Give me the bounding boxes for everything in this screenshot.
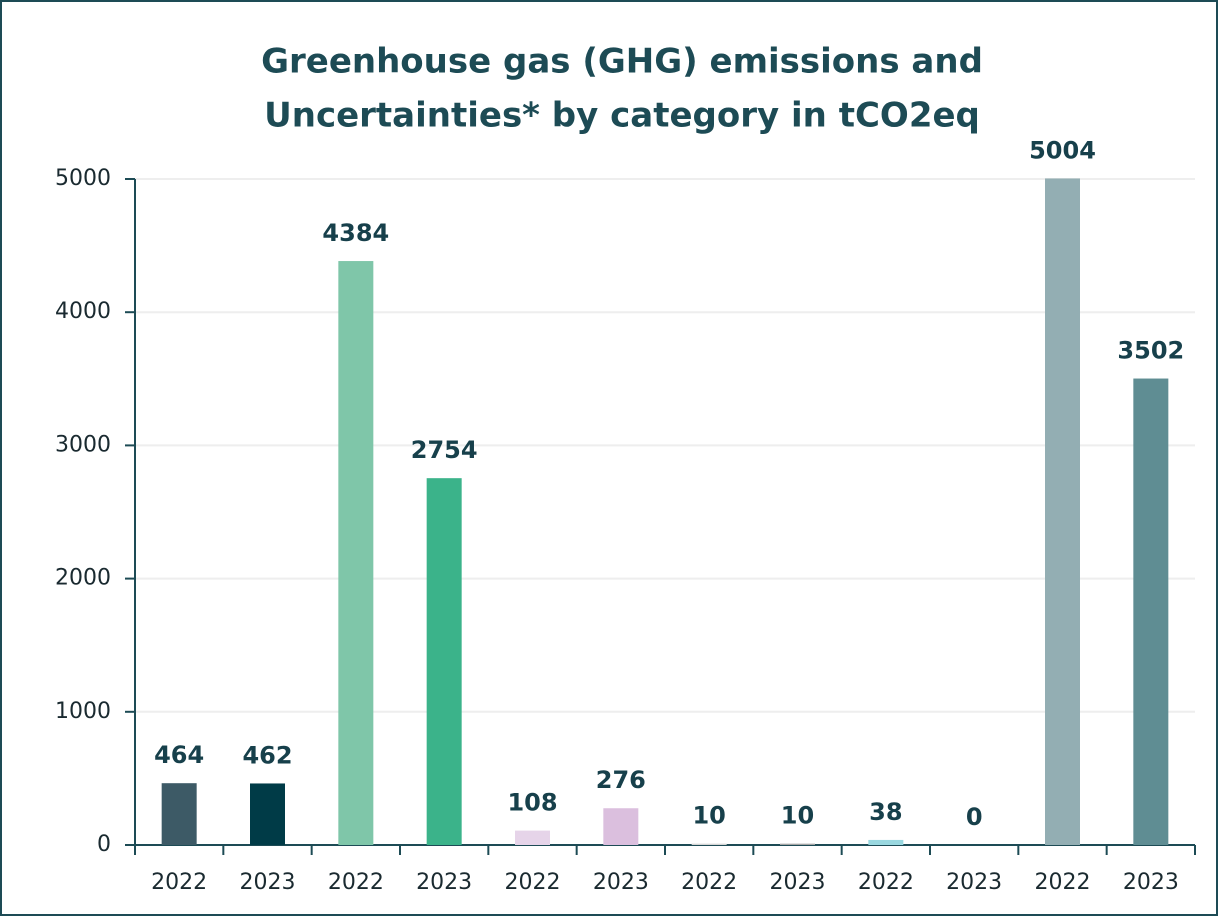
x-tick-label: 2023 bbox=[593, 870, 649, 895]
chart-title: Greenhouse gas (GHG) emissions and bbox=[261, 42, 983, 82]
value-label: 464 bbox=[154, 741, 204, 769]
bar bbox=[515, 830, 550, 845]
value-label: 10 bbox=[692, 802, 725, 830]
y-tick-label: 0 bbox=[97, 832, 111, 857]
y-tick-label: 2000 bbox=[55, 566, 111, 591]
value-label: 3502 bbox=[1117, 337, 1184, 365]
value-label: 5004 bbox=[1029, 136, 1096, 164]
value-label: 462 bbox=[242, 741, 292, 769]
bar bbox=[338, 261, 374, 845]
x-tick-label: 2022 bbox=[151, 870, 207, 895]
x-tick-label: 2023 bbox=[946, 870, 1002, 895]
bar bbox=[1045, 178, 1080, 846]
value-label: 4384 bbox=[322, 219, 389, 247]
bar bbox=[780, 843, 815, 845]
bar bbox=[250, 783, 285, 845]
x-tick-label: 2022 bbox=[858, 870, 914, 895]
bar bbox=[1133, 378, 1169, 845]
chart-title: Uncertainties* by category in tCO2eq bbox=[264, 96, 980, 136]
x-tick-label: 2023 bbox=[416, 870, 472, 895]
x-tick-label: 2022 bbox=[1035, 870, 1091, 895]
bar bbox=[691, 843, 727, 845]
value-label: 10 bbox=[781, 802, 814, 830]
x-tick-label: 2022 bbox=[681, 870, 737, 895]
bar bbox=[868, 839, 904, 845]
bar bbox=[161, 783, 197, 845]
value-label: 108 bbox=[507, 789, 557, 817]
x-tick-label: 2023 bbox=[770, 870, 826, 895]
y-tick-label: 5000 bbox=[55, 166, 111, 191]
bar bbox=[603, 808, 639, 845]
x-tick-label: 2022 bbox=[505, 870, 561, 895]
value-label: 276 bbox=[596, 766, 646, 794]
bar bbox=[426, 478, 462, 845]
value-label: 2754 bbox=[411, 436, 478, 464]
y-tick-label: 3000 bbox=[55, 432, 111, 457]
value-label: 0 bbox=[966, 803, 983, 831]
y-tick-label: 1000 bbox=[55, 699, 111, 724]
value-label: 38 bbox=[869, 798, 902, 826]
y-tick-label: 4000 bbox=[55, 299, 111, 324]
x-tick-label: 2023 bbox=[1123, 870, 1179, 895]
x-tick-label: 2022 bbox=[328, 870, 384, 895]
x-tick-label: 2023 bbox=[240, 870, 296, 895]
